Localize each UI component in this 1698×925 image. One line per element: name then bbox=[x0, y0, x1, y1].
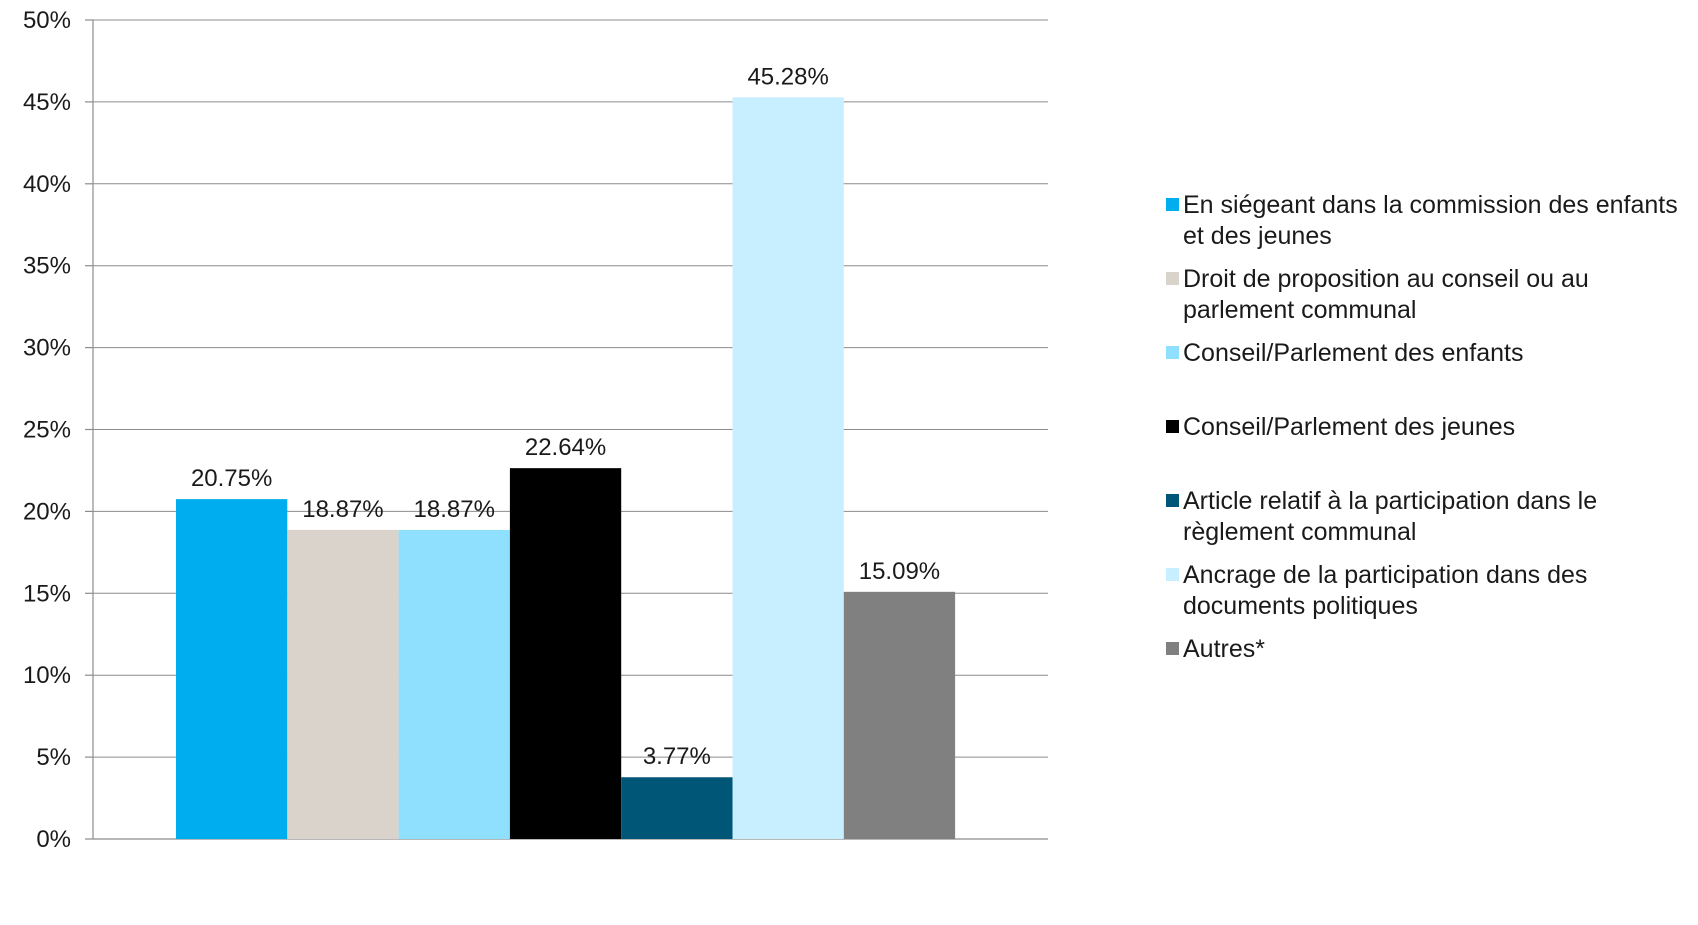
data-label: 22.64% bbox=[525, 434, 606, 461]
bar bbox=[621, 777, 733, 839]
data-label: 18.87% bbox=[302, 496, 383, 523]
y-tick-label: 0% bbox=[36, 826, 71, 853]
bar bbox=[287, 529, 399, 839]
data-label: 3.77% bbox=[643, 743, 711, 770]
legend-swatch bbox=[1166, 642, 1179, 655]
legend-item: Ancrage de la participation dans des doc… bbox=[1166, 560, 1696, 622]
bar bbox=[176, 499, 288, 839]
legend-item: Conseil/Parlement des enfants bbox=[1166, 338, 1696, 369]
y-tick-label: 10% bbox=[23, 662, 71, 689]
y-tick-label: 45% bbox=[23, 89, 71, 116]
y-tick-label: 35% bbox=[23, 253, 71, 280]
legend-label: Article relatif à la participation dans … bbox=[1183, 487, 1598, 546]
y-tick-label: 50% bbox=[23, 7, 71, 34]
legend-label: En siégeant dans la commission des enfan… bbox=[1183, 191, 1678, 250]
data-label: 45.28% bbox=[747, 63, 828, 90]
legend-item: Conseil/Parlement des jeunes bbox=[1166, 412, 1696, 443]
y-tick-label: 20% bbox=[23, 498, 71, 525]
bar bbox=[732, 97, 844, 839]
legend-label: Ancrage de la participation dans des doc… bbox=[1183, 561, 1588, 620]
y-tick-label: 40% bbox=[23, 171, 71, 198]
legend-swatch bbox=[1166, 346, 1179, 359]
legend-item: Droit de proposition au conseil ou au pa… bbox=[1166, 264, 1696, 326]
data-label: 18.87% bbox=[414, 496, 495, 523]
legend-swatch bbox=[1166, 198, 1179, 211]
y-tick-label: 5% bbox=[36, 744, 71, 771]
legend-item: En siégeant dans la commission des enfan… bbox=[1166, 190, 1696, 252]
legend-item: Article relatif à la participation dans … bbox=[1166, 486, 1696, 548]
legend-item: Autres* bbox=[1166, 634, 1696, 665]
data-label: 20.75% bbox=[191, 465, 272, 492]
legend-label: Autres* bbox=[1183, 635, 1265, 663]
legend-swatch bbox=[1166, 420, 1179, 433]
y-tick-label: 15% bbox=[23, 580, 71, 607]
legend-swatch bbox=[1166, 494, 1179, 507]
legend-label: Conseil/Parlement des jeunes bbox=[1183, 413, 1516, 441]
legend-swatch bbox=[1166, 272, 1179, 285]
data-label: 15.09% bbox=[859, 558, 940, 585]
bar bbox=[398, 529, 510, 839]
bar bbox=[843, 591, 956, 839]
y-tick-label: 30% bbox=[23, 335, 71, 362]
legend-swatch bbox=[1166, 568, 1179, 581]
y-tick-label: 25% bbox=[23, 417, 71, 444]
legend-label: Conseil/Parlement des enfants bbox=[1183, 339, 1524, 367]
bar bbox=[509, 468, 622, 839]
legend-label: Droit de proposition au conseil ou au pa… bbox=[1183, 265, 1589, 324]
